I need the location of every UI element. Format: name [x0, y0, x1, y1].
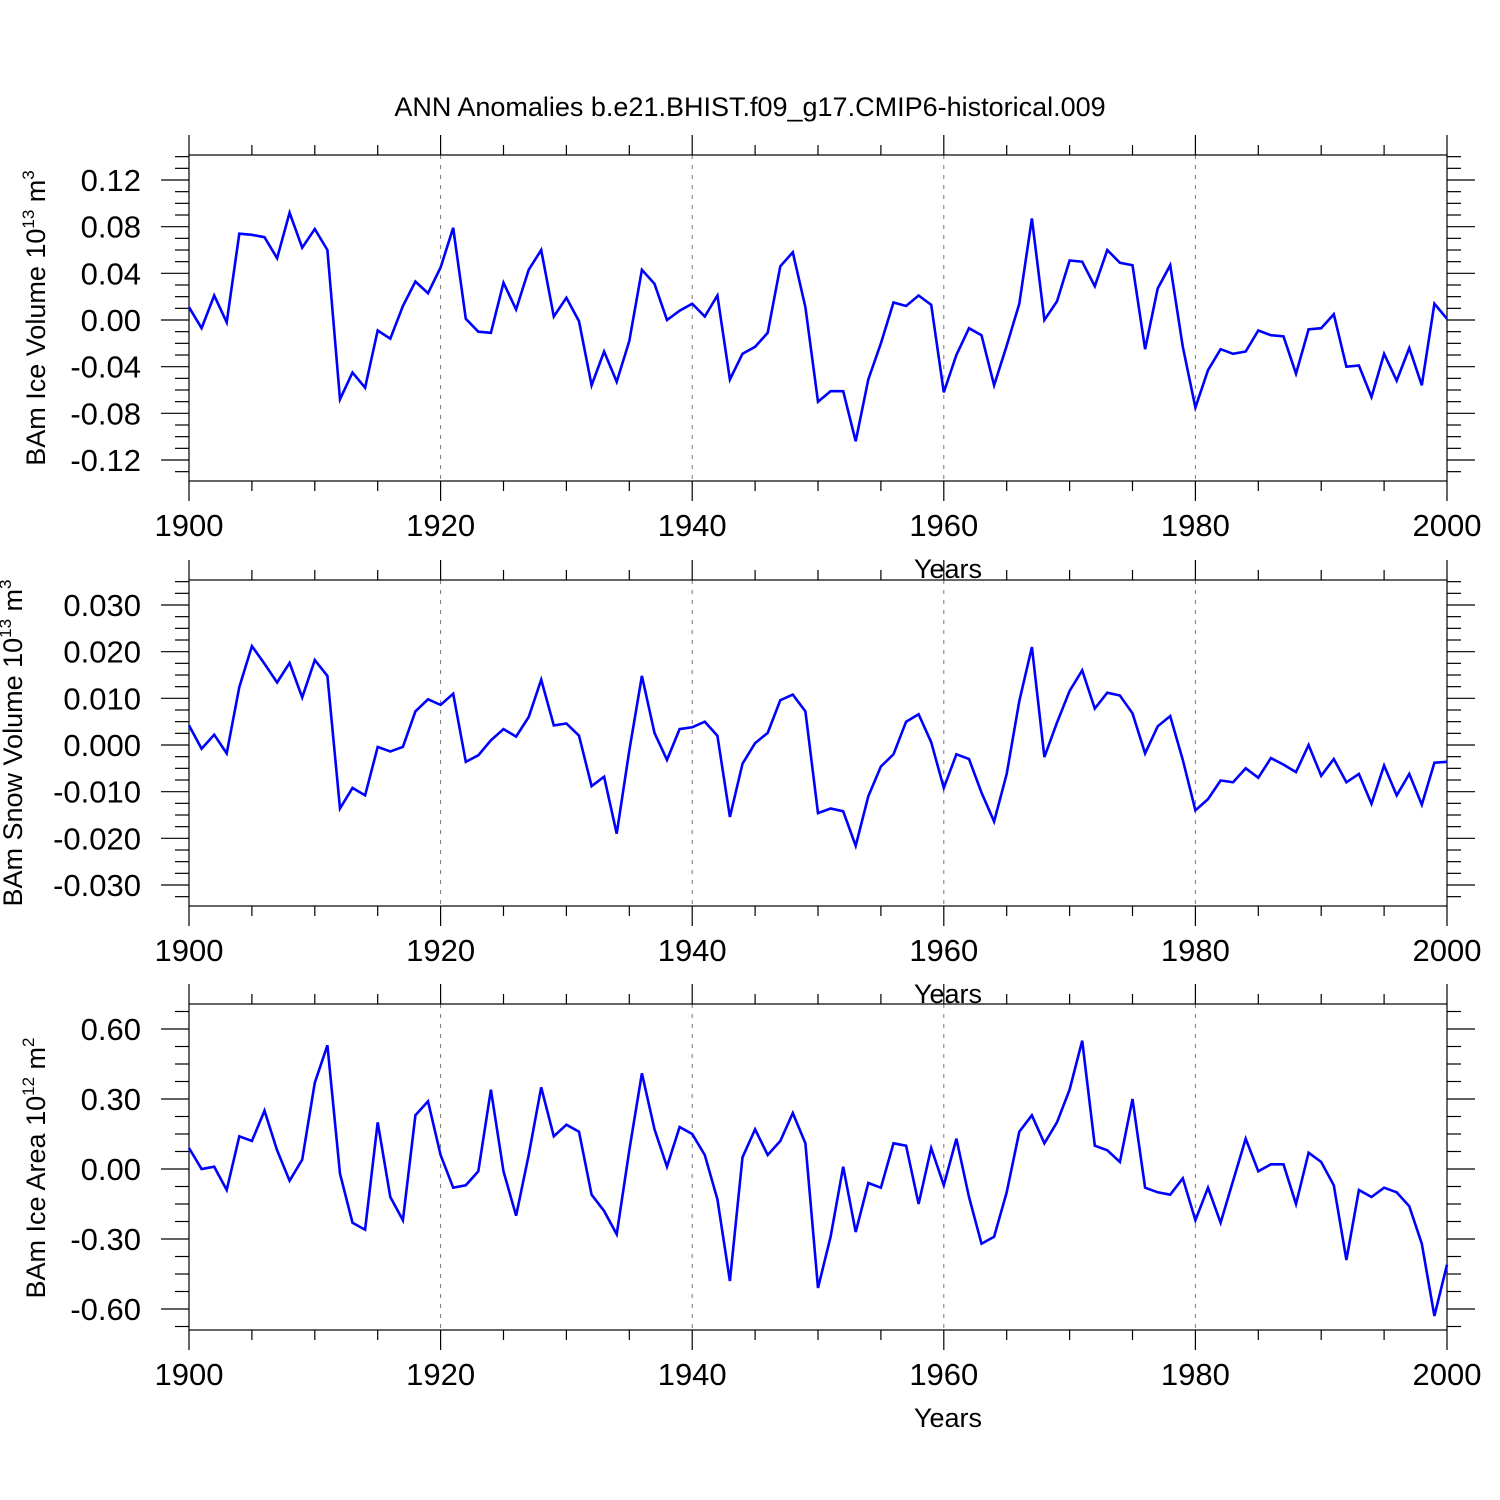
y-tick-label: 0.30 — [81, 1082, 141, 1117]
x-tick-label: 1920 — [406, 1357, 475, 1392]
y-tick-label: -0.010 — [53, 775, 141, 810]
y-axis-title-exponent: 12 — [19, 1077, 38, 1096]
panels: 1900 1920 1940 1960 1980 2000 -0.12 -0.08 -0.04 0… — [0, 135, 1481, 1433]
y-axis-title-unit: m — [0, 589, 28, 619]
y-tick-label: -0.60 — [70, 1292, 141, 1327]
y-tick-label: 0.030 — [63, 588, 141, 623]
x-tick-label: 1920 — [406, 933, 475, 968]
x-tick-label: 1900 — [155, 933, 224, 968]
y-tick-label: 0.00 — [81, 303, 141, 338]
y-tick-label: -0.030 — [53, 868, 141, 903]
x-tick-label: 1980 — [1161, 933, 1230, 968]
y-axis-title: BAm Snow Volume 1013 m3 — [0, 579, 28, 906]
y-axis-title-exponent: 13 — [19, 210, 38, 229]
y-tick-label: -0.08 — [70, 396, 141, 431]
series-line — [187, 643, 1448, 851]
x-tick-label: 1960 — [909, 933, 978, 968]
y-tick-label: 0.04 — [81, 256, 141, 291]
x-tick-label: 2000 — [1413, 1357, 1482, 1392]
y-tick-label: 0.000 — [63, 728, 141, 763]
x-tick-label: 1900 — [155, 508, 224, 543]
y-axis-title-main: BAm Snow Volume 10 — [0, 638, 28, 907]
x-tick-label: 1960 — [909, 1357, 978, 1392]
x-tick-label: 1960 — [909, 508, 978, 543]
y-axis-title-exponent: 13 — [0, 619, 15, 638]
x-tick-label: 1900 — [155, 1357, 224, 1392]
x-tick-label: 1980 — [1161, 1357, 1230, 1392]
panel-ice-area: 1900 1920 1940 1960 1980 2000 -0.60 -0.30 0.00 0.… — [19, 984, 1481, 1433]
panel-ice-volume: 1900 1920 1940 1960 1980 2000 -0.12 -0.08 -0.04 0… — [19, 135, 1481, 584]
panel-snow-volume: 1900 1920 1940 1960 1980 2000 -0.030 -0.020 -0.0… — [0, 560, 1481, 1009]
y-tick-label: -0.020 — [53, 821, 141, 856]
y-axis-title-unit-exponent: 3 — [19, 170, 38, 179]
y-tick-label: 0.020 — [63, 635, 141, 670]
x-tick-label: 1980 — [1161, 508, 1230, 543]
y-axis-title-main: BAm Ice Volume 10 — [21, 229, 51, 466]
y-axis-title-unit-exponent: 3 — [0, 579, 15, 588]
series-line — [187, 1040, 1449, 1317]
y-axis-title-unit: m — [21, 1047, 51, 1077]
y-tick-label: -0.12 — [70, 443, 141, 478]
x-tick-label: 2000 — [1413, 508, 1482, 543]
y-axis-title: BAm Ice Area 1012 m2 — [19, 1038, 51, 1299]
x-tick-label: 1920 — [406, 508, 475, 543]
x-tick-label: 1940 — [658, 1357, 727, 1392]
figure-title: ANN Anomalies b.e21.BHIST.f09_g17.CMIP6-… — [394, 92, 1105, 122]
x-axis-title: Years — [914, 1403, 982, 1433]
x-axis-title: Years — [914, 554, 982, 584]
y-tick-label: -0.30 — [70, 1222, 141, 1257]
y-axis-title: BAm Ice Volume 1013 m3 — [19, 170, 51, 466]
x-tick-label: 1940 — [658, 508, 727, 543]
y-tick-label: 0.00 — [81, 1152, 141, 1187]
y-tick-label: 0.12 — [81, 163, 141, 198]
y-tick-label: 0.60 — [81, 1012, 141, 1047]
x-tick-label: 1940 — [658, 933, 727, 968]
y-tick-label: 0.08 — [81, 210, 141, 245]
y-tick-label: 0.010 — [63, 681, 141, 716]
series-line — [187, 208, 1448, 442]
y-tick-label: -0.04 — [70, 350, 141, 385]
y-axis-title-main: BAm Ice Area 10 — [21, 1096, 51, 1299]
y-axis-title-unit: m — [21, 180, 51, 210]
x-tick-label: 2000 — [1413, 933, 1482, 968]
y-axis-title-unit-exponent: 2 — [19, 1038, 38, 1047]
